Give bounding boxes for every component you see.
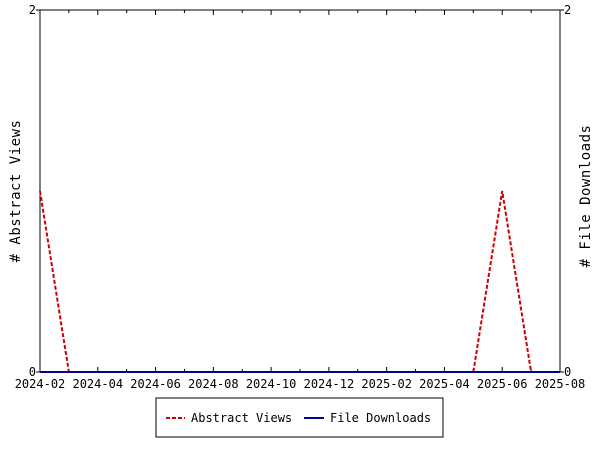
x-tick-label: 2024-10 <box>246 377 297 391</box>
x-tick-label: 2025-02 <box>361 377 412 391</box>
x-tick-label: 2024-12 <box>304 377 355 391</box>
y2-tick-label: 2 <box>564 3 571 17</box>
x-tick-label: 2025-06 <box>477 377 528 391</box>
x-tick-label: 2024-02 <box>15 377 66 391</box>
tick-labels: 2024-02 2024-04 2024-06 2024-08 2024-10 2024-… <box>15 3 586 391</box>
legend-label-abstract-views: Abstract Views <box>191 411 292 425</box>
x-tick-label: 2025-08 <box>535 377 586 391</box>
legend-label-file-downloads: File Downloads <box>330 411 431 425</box>
y-tick-label: 0 <box>29 365 36 379</box>
y2-tick-label: 0 <box>564 365 571 379</box>
x-tick-label: 2024-06 <box>130 377 181 391</box>
y-axis-title: # Abstract Views <box>8 120 24 263</box>
series-layer <box>39 190 560 373</box>
x-tick-label: 2025-04 <box>419 377 470 391</box>
legend-box <box>155 397 444 438</box>
plot-area <box>39 9 561 373</box>
y2-axis-title: # File Downloads <box>578 125 594 268</box>
x-tick-label: 2024-08 <box>188 377 239 391</box>
y-tick-label: 2 <box>29 3 36 17</box>
legend: Abstract Views File Downloads <box>155 397 444 438</box>
x-tick-label: 2024-04 <box>72 377 123 391</box>
